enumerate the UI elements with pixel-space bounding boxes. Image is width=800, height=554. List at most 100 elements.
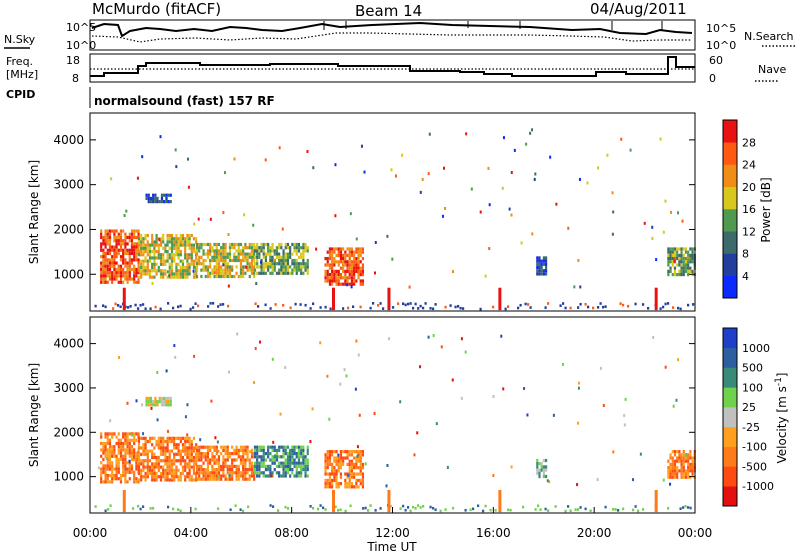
- power-colorbar: 4 8 12 16 20 24 28: [722, 119, 756, 299]
- echo-region: [667, 247, 696, 277]
- ground-scatter-band: [94, 504, 692, 513]
- echo-region: [667, 450, 696, 479]
- nsky-spikes: [323, 21, 663, 30]
- velocity-colorbar: 1000 500 100 25 -25 -100 -500 -1000: [722, 327, 774, 507]
- x-tick-label: 08:00: [274, 526, 309, 540]
- nsky-scale-bottom: 10^0: [66, 39, 96, 52]
- echo-region: [137, 233, 198, 279]
- colorbar-tick-label: 4: [742, 270, 749, 283]
- colorbar-segment: [723, 253, 737, 277]
- colorbar-segment: [723, 446, 737, 467]
- y-tick-label: 2000: [53, 222, 84, 236]
- colorbar-tick-label: -1000: [742, 480, 774, 493]
- echo-region: [536, 256, 548, 276]
- y-tick-label: 4000: [53, 337, 84, 351]
- velocity-panel: 1000 2000 3000 4000 Slant Range [km] 00:00 0…: [27, 316, 789, 554]
- velocity-data-layer: [94, 332, 696, 513]
- echo-region: [100, 229, 140, 284]
- colorbar-tick-label: -25: [742, 421, 760, 434]
- colorbar-segment: [723, 328, 737, 349]
- colorbar-tick-label: 16: [742, 203, 756, 216]
- cpid-label: CPID: [6, 88, 35, 101]
- freq-panel: Freq. [MHz] 18 8 60 0 Nave: [6, 53, 786, 85]
- echo-region: [145, 193, 172, 204]
- nsearch-scale-bottom: 10^0: [706, 39, 736, 52]
- near-range-spikes: [122, 287, 658, 311]
- sparse-echoes: [97, 332, 687, 488]
- colorbar-segment: [723, 426, 737, 447]
- colorbar-segment: [723, 347, 737, 368]
- nsky-label: N.Sky: [4, 33, 36, 46]
- colorbar-tick-label: 8: [742, 248, 749, 261]
- velocity-y-axis-label: Slant Range [km]: [27, 363, 41, 467]
- echo-region: [145, 396, 172, 407]
- freq-scale-top: 18: [66, 54, 80, 67]
- echo-region: [253, 445, 309, 478]
- colorbar-segment: [723, 120, 737, 143]
- nsearch-trace: [91, 32, 692, 43]
- colorbar-segment: [723, 186, 737, 210]
- colorbar-segment: [723, 367, 737, 388]
- colorbar-tick-label: 25: [742, 401, 756, 414]
- date-title: 04/Aug/2011: [590, 0, 687, 18]
- x-tick-label: 20:00: [577, 526, 612, 540]
- echo-region: [253, 242, 309, 275]
- y-tick-label: 3000: [53, 381, 84, 395]
- colorbar-tick-label: 100: [742, 381, 763, 394]
- nave-scale-top: 60: [709, 54, 723, 67]
- y-tick-label: 2000: [53, 425, 84, 439]
- sparse-echoes: [110, 128, 689, 289]
- echo-region: [324, 247, 365, 286]
- x-tick-label: 04:00: [174, 526, 209, 540]
- colorbar-tick-label: 12: [742, 225, 756, 238]
- colorbar-segment: [723, 407, 737, 428]
- echo-region: [324, 450, 365, 489]
- colorbar-tick-label: -500: [742, 460, 767, 473]
- freq-label: Freq.: [6, 55, 33, 68]
- colorbar-segment: [723, 486, 737, 507]
- echo-region: [100, 432, 140, 484]
- station-title: McMurdo (fitACF): [92, 0, 221, 18]
- echo-region: [195, 445, 256, 481]
- x-tick-label: 00:00: [73, 526, 108, 540]
- colorbar-segment: [723, 142, 737, 165]
- cpid-text: normalsound (fast) 157 RF: [94, 94, 275, 108]
- power-panel: 1000 2000 3000 4000 Slant Range [km] 4 8 12 16…: [27, 112, 773, 312]
- nsky-panel: N.Sky 10^5 10^0 10^5 10^0 N.Search: [4, 19, 796, 52]
- freq-unit: [MHz]: [6, 68, 38, 81]
- power-y-ticks: 1000 2000 3000 4000: [53, 133, 695, 281]
- nsky-scale-top: 10^5: [66, 21, 96, 34]
- nsearch-scale-top: 10^5: [706, 22, 736, 35]
- nsearch-label: N.Search: [744, 30, 794, 43]
- power-y-axis-label: Slant Range [km]: [27, 160, 41, 264]
- colorbar-tick-label: 20: [742, 181, 756, 194]
- y-tick-label: 3000: [53, 178, 84, 192]
- power-colorbar-label: Power [dB]: [759, 177, 773, 242]
- colorbar-tick-label: 28: [742, 136, 756, 149]
- freq-scale-bottom: 8: [72, 72, 79, 85]
- y-tick-label: 4000: [53, 133, 84, 147]
- echo-region: [137, 436, 198, 482]
- colorbar-frame: [722, 327, 738, 507]
- y-tick-label: 1000: [53, 470, 84, 484]
- colorbar-tick-label: 24: [742, 159, 756, 172]
- colorbar-tick-label: -100: [742, 441, 767, 454]
- colorbar-segment: [723, 231, 737, 254]
- beam-title: Beam 14: [355, 2, 422, 20]
- velocity-y-ticks: 1000 2000 3000 4000: [53, 337, 695, 484]
- colorbar-segment: [723, 164, 737, 188]
- echo-region: [536, 458, 548, 479]
- y-tick-label: 1000: [53, 267, 84, 281]
- colorbar-segment: [723, 275, 737, 299]
- colorbar-tick-label: 1000: [742, 342, 770, 355]
- nsky-trace: [91, 21, 693, 38]
- x-tick-label: 12:00: [375, 526, 410, 540]
- colorbar-frame: [722, 119, 738, 299]
- x-tick-label: 16:00: [476, 526, 511, 540]
- x-tick-label: 00:00: [678, 526, 713, 540]
- velocity-colorbar-label: Velocity [m s-1]: [774, 373, 789, 464]
- near-range-spikes: [122, 489, 658, 513]
- colorbar-segment: [723, 466, 737, 487]
- time-x-axis-label: Time UT: [366, 540, 417, 554]
